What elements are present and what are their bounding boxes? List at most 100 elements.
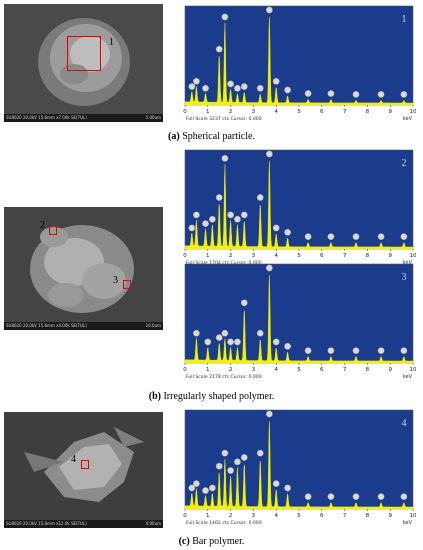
peak-marker-12 [327, 347, 335, 355]
peak-marker-3 [215, 45, 223, 53]
peak-marker-0 [188, 224, 196, 232]
peak-marker-15 [400, 347, 408, 355]
peak-marker-5 [227, 80, 235, 88]
x-axis-label: keV [403, 374, 413, 380]
peak-marker-11 [304, 347, 312, 355]
x-tick-label-10: 10 [410, 253, 417, 259]
peak-marker-5 [221, 449, 229, 457]
x-tick-label-0: 0 [183, 367, 187, 373]
x-tick-label-1: 1 [206, 109, 210, 115]
x-tick-label-7: 7 [343, 253, 347, 259]
eds-plot-area [184, 5, 414, 106]
eds-footer: Full Scale 1704 cts Cursor: 0.000 [186, 260, 262, 266]
eds-plot-area [184, 149, 414, 250]
sem-footer-c: SU8020 20.0kV 15.6mm x12.0k SE(TUL) 4.00u… [4, 520, 163, 528]
peak-marker-14 [327, 493, 335, 501]
peak-marker-10 [272, 77, 280, 85]
peak-marker-5 [233, 338, 241, 346]
eds-plot-area [184, 263, 414, 364]
peak-marker-0 [188, 484, 196, 492]
x-tick-label-6: 6 [320, 367, 324, 373]
x-tick-label-5: 5 [297, 109, 301, 115]
x-tick-label-5: 5 [297, 367, 301, 373]
eds-spectrum-trace [184, 275, 414, 364]
peak-marker-10 [284, 342, 292, 350]
eds-chart-3: 3 0 1 2 3 4 5 6 7 8 9 10 Full Scale 2178 cts Cursor:… [183, 263, 417, 380]
peak-marker-4 [215, 462, 223, 470]
caption-b: (b) Irregularly shaped polymer. [148, 391, 275, 402]
x-tick-label-0: 0 [183, 513, 187, 519]
peak-marker-8 [240, 211, 248, 219]
peak-marker-14 [352, 90, 360, 98]
peak-marker-17 [400, 493, 408, 501]
eds-spectrum-trace [184, 161, 414, 250]
peak-marker-6 [240, 299, 248, 307]
eds-chart-2: 2 0 1 2 3 4 5 6 7 8 9 10 Full Scale 1704 cts Cursor:… [183, 149, 417, 266]
peak-marker-8 [256, 84, 264, 92]
x-tick-label-4: 4 [274, 367, 278, 373]
peak-marker-8 [265, 264, 273, 272]
peak-marker-12 [284, 228, 292, 236]
peak-marker-15 [377, 90, 385, 98]
x-tick-label-6: 6 [320, 513, 324, 519]
x-tick-label-1: 1 [206, 253, 210, 259]
peak-marker-16 [377, 493, 385, 501]
peak-marker-2 [202, 84, 209, 92]
peak-marker-1 [192, 480, 200, 488]
peak-marker-9 [256, 449, 264, 457]
x-tick-label-1: 1 [206, 367, 210, 373]
peak-marker-11 [272, 224, 280, 232]
peak-marker-7 [240, 83, 248, 91]
eds-spectrum-2: 2 0 1 2 3 4 5 6 7 8 9 10 Full Scale 1704 cts Cursor:… [182, 148, 416, 271]
x-tick-label-9: 9 [388, 367, 392, 373]
x-tick-label-7: 7 [343, 109, 347, 115]
peak-marker-11 [284, 86, 292, 94]
peak-marker-3 [208, 484, 216, 492]
roi-box-1 [67, 36, 101, 71]
eds-spectrum-4: 4 0 1 2 3 4 5 6 7 8 9 10 Full Scale 1462 cts Cursor:… [182, 408, 416, 531]
x-axis-label: keV [403, 520, 413, 526]
x-tick-label-3: 3 [252, 109, 256, 115]
peak-marker-10 [265, 150, 273, 158]
x-tick-label-1: 1 [206, 513, 210, 519]
x-tick-label-4: 4 [274, 513, 278, 519]
peak-marker-15 [352, 493, 360, 501]
sem-footer-b: SU8020 20.0kV 15.6mm x4.00k SE(TUL) 10.0u… [4, 322, 163, 330]
eds-title: 1 [402, 14, 407, 25]
x-tick-label-3: 3 [252, 513, 256, 519]
x-tick-label-2: 2 [229, 367, 233, 373]
x-tick-label-8: 8 [366, 513, 370, 519]
roi-box-4 [81, 460, 89, 469]
peak-marker-10 [265, 410, 273, 418]
eds-title: 4 [402, 418, 407, 429]
x-tick-label-10: 10 [410, 367, 417, 373]
peak-marker-9 [256, 194, 264, 201]
peak-marker-3 [208, 215, 216, 223]
x-tick-label-8: 8 [366, 109, 370, 115]
marker-1: 1 [109, 37, 114, 48]
peak-marker-7 [233, 215, 241, 223]
sem-particle-b [4, 207, 163, 322]
eds-spectrum-trace [184, 421, 414, 510]
sem-particle-c [4, 412, 163, 520]
peak-marker-2 [202, 220, 209, 228]
x-tick-label-9: 9 [388, 253, 392, 259]
peak-marker-5 [221, 154, 229, 162]
peak-marker-1 [192, 77, 200, 85]
x-tick-label-9: 9 [388, 109, 392, 115]
peak-marker-14 [377, 347, 385, 355]
peak-marker-3 [221, 329, 229, 337]
x-tick-label-0: 0 [183, 253, 187, 259]
x-tick-label-7: 7 [343, 513, 347, 519]
x-tick-label-5: 5 [297, 253, 301, 259]
sem-image-b: SU8020 20.0kV 15.6mm x4.00k SE(TUL) 10.0u… [4, 207, 163, 330]
marker-4: 4 [71, 454, 76, 465]
x-tick-label-9: 9 [388, 513, 392, 519]
peak-marker-11 [272, 480, 280, 488]
caption-a: (a) Spherical particle. [168, 131, 255, 142]
sem-footer-a: SU8020 20.0kV 15.6mm x7.00k SE(TUL) 5.00u… [4, 114, 163, 122]
x-tick-label-2: 2 [229, 109, 233, 115]
peak-marker-1 [192, 211, 200, 219]
x-tick-label-6: 6 [320, 109, 324, 115]
